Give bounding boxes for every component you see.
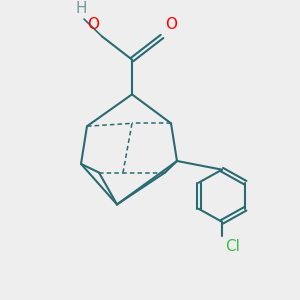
Text: Cl: Cl bbox=[225, 239, 240, 254]
Text: H: H bbox=[75, 1, 87, 16]
Text: O: O bbox=[165, 17, 177, 32]
Text: O: O bbox=[87, 17, 99, 32]
